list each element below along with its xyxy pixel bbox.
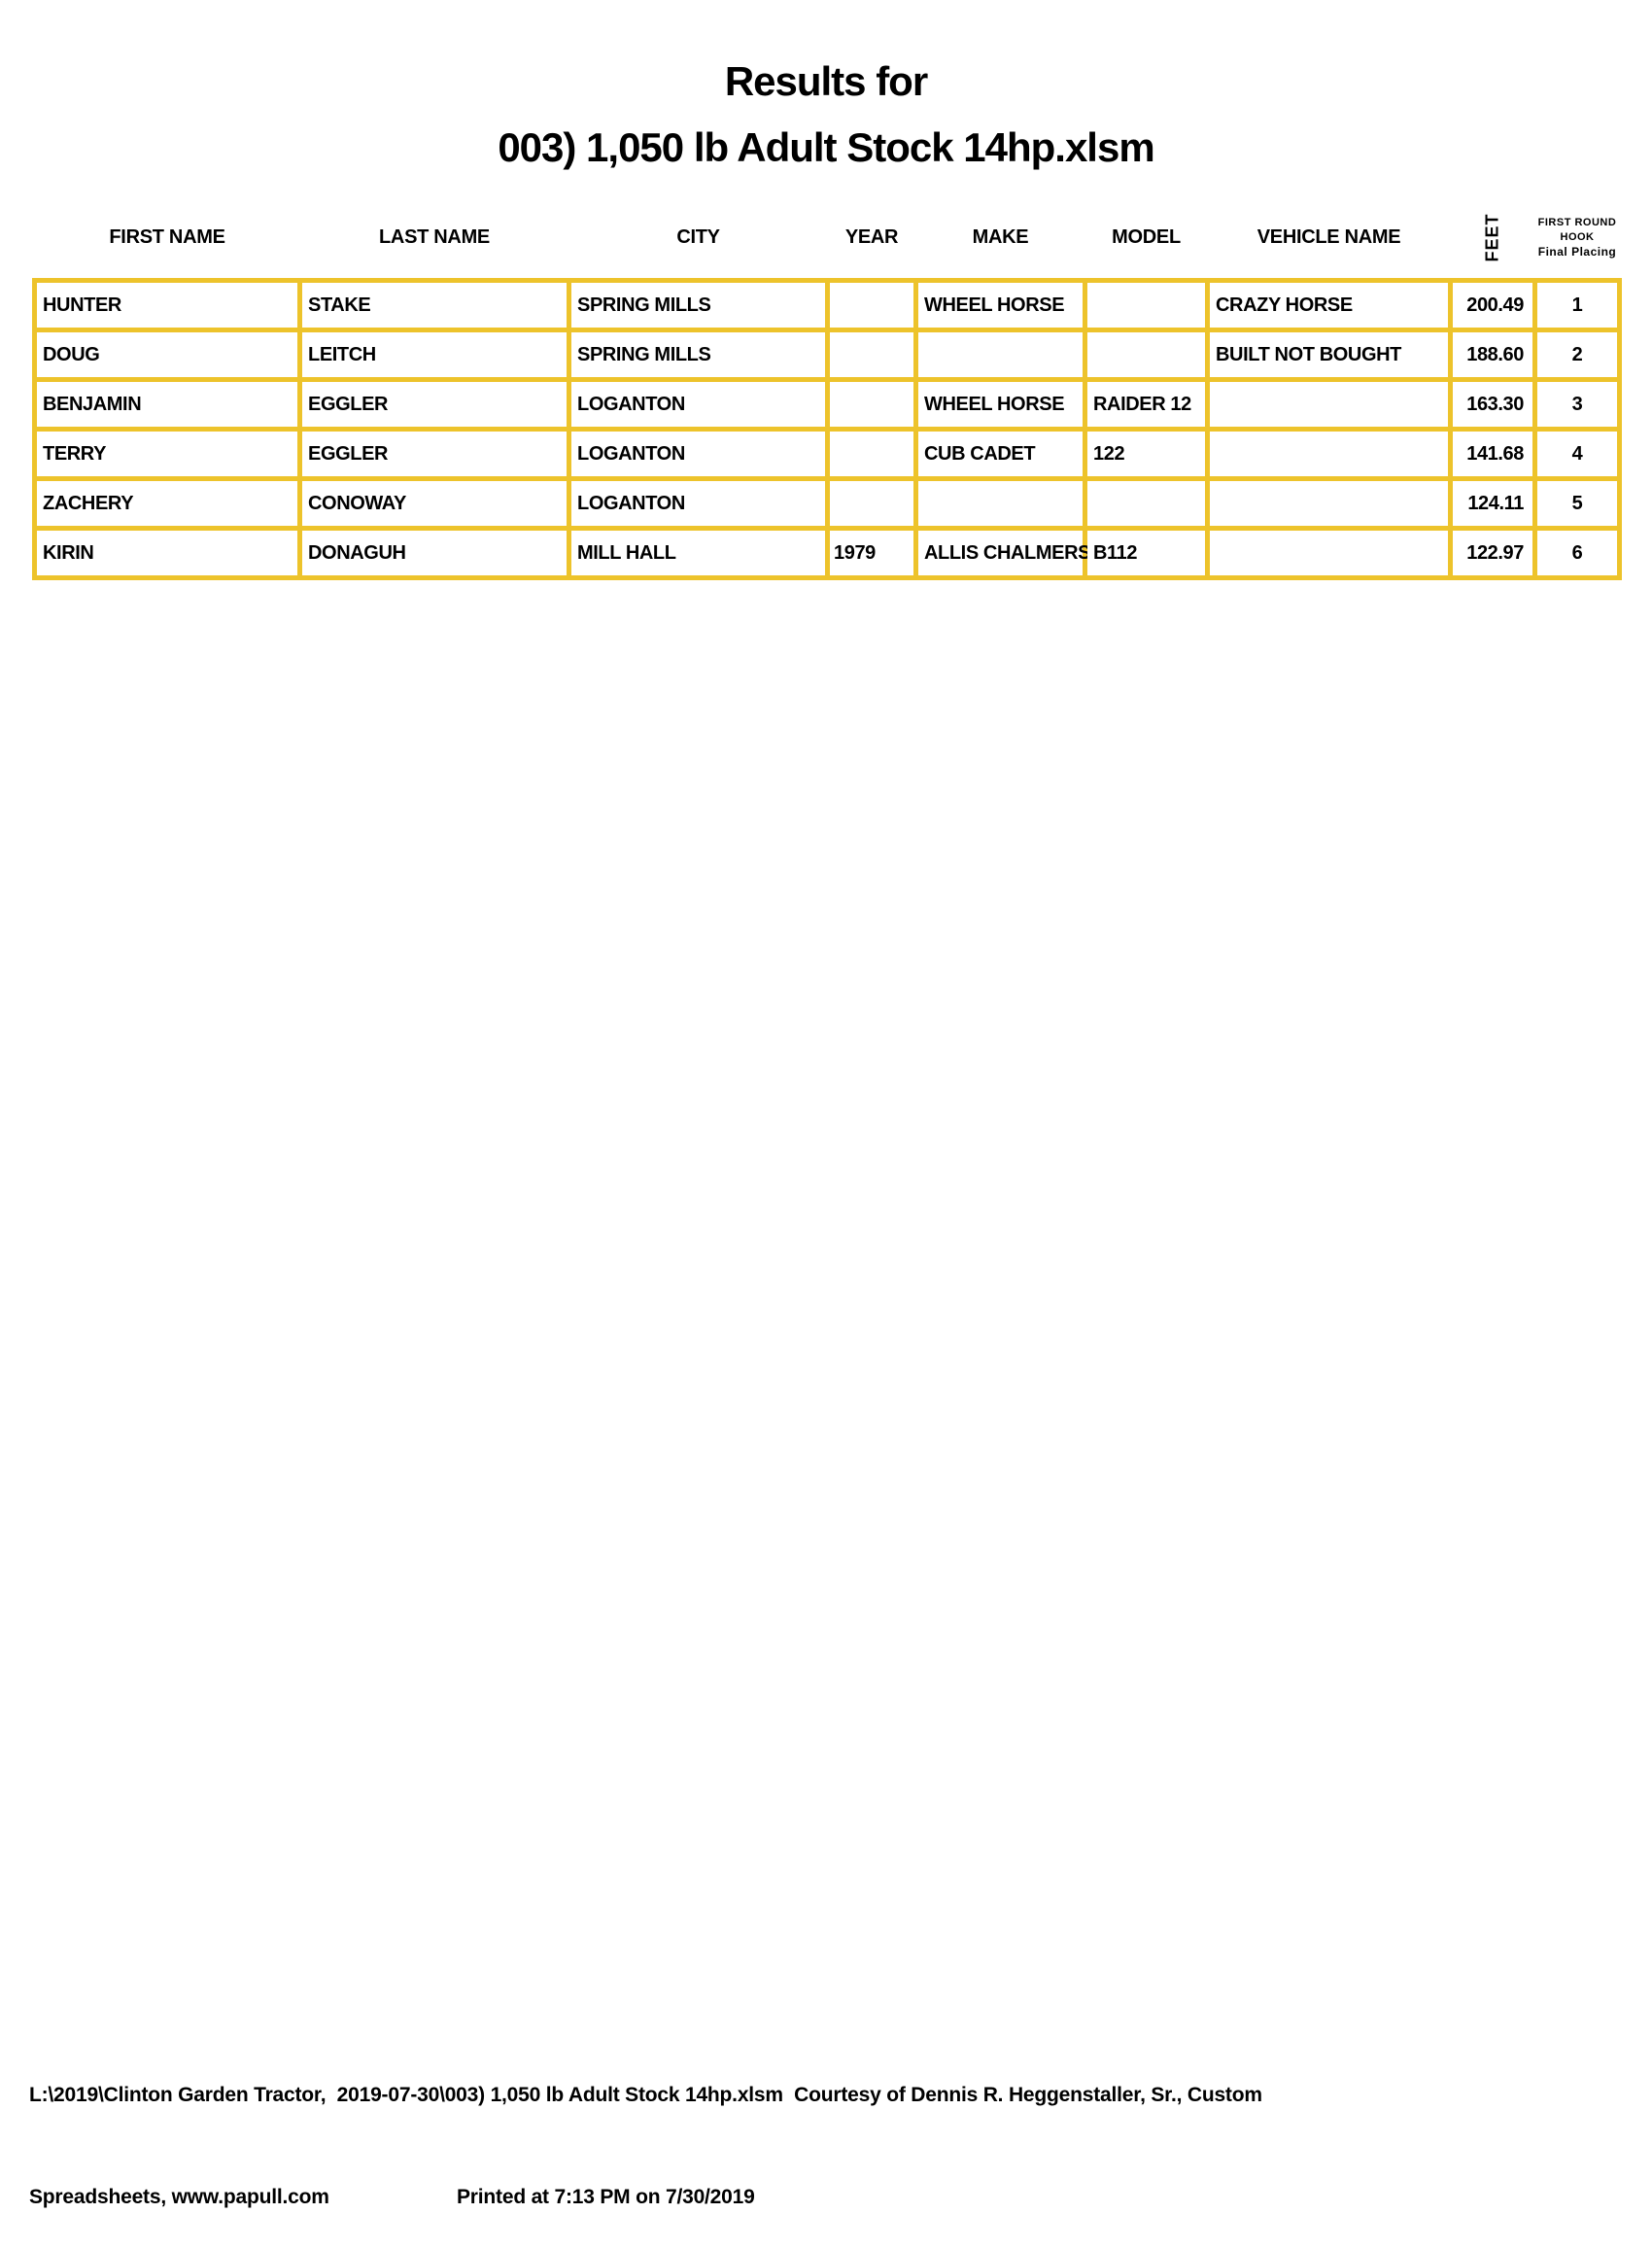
cell-model (1087, 332, 1205, 377)
table-header-row: FIRST NAME LAST NAME CITY YEAR MAKE MODE… (32, 199, 1622, 275)
results-table-body: HUNTER STAKE SPRING MILLS WHEEL HORSE CR… (32, 278, 1622, 580)
column-header-year: YEAR (844, 225, 899, 248)
cell-make (918, 481, 1083, 526)
cell-last-name: EGGLER (302, 382, 567, 427)
footer-line2-left: Spreadsheets, www.papull.com (29, 2186, 329, 2208)
page-title: Results for (724, 58, 928, 104)
cell-city: LOGANTON (571, 382, 825, 427)
cell-first-name: KIRIN (37, 531, 297, 575)
cell-final-placing: 3 (1537, 382, 1617, 427)
column-header-make: MAKE (972, 225, 1029, 248)
cell-last-name: STAKE (302, 283, 567, 328)
cell-city: LOGANTON (571, 432, 825, 476)
cell-model: B112 (1087, 531, 1205, 575)
column-header-city: CITY (676, 225, 720, 248)
cell-vehicle-name: BUILT NOT BOUGHT (1210, 332, 1448, 377)
cell-city: SPRING MILLS (571, 332, 825, 377)
cell-first-name: TERRY (37, 432, 297, 476)
cell-make: CUB CADET (918, 432, 1083, 476)
cell-first-name: DOUG (37, 332, 297, 377)
cell-year (830, 382, 913, 427)
footer-printed-at: Printed at 7:13 PM on 7/30/2019 (457, 2186, 755, 2208)
column-header-last-name: LAST NAME (379, 225, 490, 248)
cell-feet: 163.30 (1453, 382, 1532, 427)
column-header-first-round-hook: FIRST ROUND HOOK Final Placing (1537, 199, 1617, 275)
cell-last-name: DONAGUH (302, 531, 567, 575)
page-subtitle-filename: 003) 1,050 lb Adult Stock 14hp.xlsm (498, 124, 1154, 170)
cell-vehicle-name (1210, 481, 1448, 526)
cell-make: ALLIS CHALMERS (918, 531, 1090, 575)
hook-header-line1: FIRST ROUND (1537, 216, 1617, 228)
cell-final-placing: 5 (1537, 481, 1617, 526)
page-footer: L:\2019\Clinton Garden Tractor, 2019-07-… (29, 2010, 1262, 2248)
cell-model: RAIDER 12 (1087, 382, 1205, 427)
cell-model: 122 (1087, 432, 1205, 476)
cell-final-placing: 2 (1537, 332, 1617, 377)
cell-vehicle-name (1210, 382, 1448, 427)
cell-model (1087, 481, 1205, 526)
cell-feet: 188.60 (1453, 332, 1532, 377)
feet-rotated-label: FEET (1482, 212, 1502, 262)
cell-final-placing: 1 (1537, 283, 1617, 328)
cell-vehicle-name: CRAZY HORSE (1210, 283, 1448, 328)
cell-city: LOGANTON (571, 481, 825, 526)
cell-first-name: BENJAMIN (37, 382, 297, 427)
hook-header-line2: HOOK (1560, 230, 1595, 243)
cell-year (830, 481, 913, 526)
cell-vehicle-name (1210, 432, 1448, 476)
footer-line1: L:\2019\Clinton Garden Tractor, 2019-07-… (29, 2084, 1262, 2106)
column-header-first-name: FIRST NAME (109, 225, 225, 248)
cell-year (830, 432, 913, 476)
cell-final-placing: 6 (1537, 531, 1617, 575)
cell-last-name: CONOWAY (302, 481, 567, 526)
column-header-model: MODEL (1112, 225, 1181, 248)
cell-feet: 141.68 (1453, 432, 1532, 476)
cell-final-placing: 4 (1537, 432, 1617, 476)
cell-first-name: ZACHERY (37, 481, 297, 526)
cell-city: SPRING MILLS (571, 283, 825, 328)
cell-model (1087, 283, 1205, 328)
cell-first-name: HUNTER (37, 283, 297, 328)
cell-feet: 122.97 (1453, 531, 1532, 575)
cell-year (830, 332, 913, 377)
cell-last-name: EGGLER (302, 432, 567, 476)
cell-vehicle-name (1210, 531, 1448, 575)
title-block: Results for 003) 1,050 lb Adult Stock 14… (0, 60, 1652, 169)
cell-city: MILL HALL (571, 531, 825, 575)
cell-make: WHEEL HORSE (918, 283, 1083, 328)
hook-header-line3: Final Placing (1537, 244, 1617, 259)
cell-make: WHEEL HORSE (918, 382, 1083, 427)
column-header-feet: FEET (1453, 199, 1532, 275)
cell-feet: 200.49 (1453, 283, 1532, 328)
cell-year: 1979 (830, 531, 913, 575)
column-header-vehicle-name: VEHICLE NAME (1256, 225, 1401, 248)
cell-feet: 124.11 (1453, 481, 1532, 526)
footer-line2: Spreadsheets, www.papull.com Printed at 7… (29, 2180, 1262, 2214)
cell-last-name: LEITCH (302, 332, 567, 377)
cell-year (830, 283, 913, 328)
cell-make (918, 332, 1083, 377)
